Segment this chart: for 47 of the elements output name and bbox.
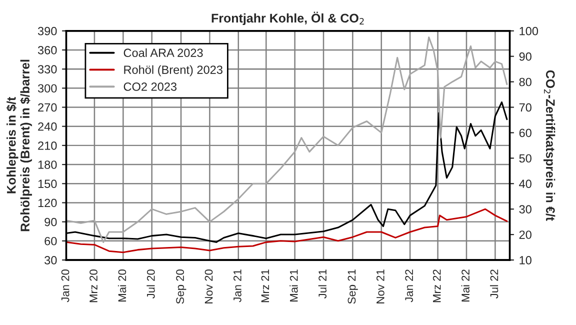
x-tick-label: Sep 21 bbox=[348, 270, 358, 304]
x-tick-label: Nov 20 bbox=[204, 269, 213, 304]
y2-tick-label: 10 bbox=[520, 256, 532, 264]
y-tick-label: 390 bbox=[38, 26, 57, 36]
line-series bbox=[66, 208, 508, 254]
legend-label: Rohöl (Brent) 2023 bbox=[124, 65, 222, 76]
x-tick-label: Jan 22 bbox=[405, 270, 414, 302]
chart-title: Frontjahr Kohle, Öl & CO$_{2}$ bbox=[212, 12, 364, 26]
x-tick-label: Jul 22 bbox=[490, 270, 498, 298]
y-tick-label: 210 bbox=[38, 141, 57, 150]
y-tick-label: 180 bbox=[38, 160, 57, 169]
y2-tick-label: 80 bbox=[519, 78, 532, 86]
y2-tick-label: 70 bbox=[519, 103, 532, 112]
x-tick-label: Jan 21 bbox=[233, 270, 242, 302]
y2-tick-label: 40 bbox=[519, 180, 532, 188]
x-tick-label: Jan 20 bbox=[61, 269, 70, 302]
y2-tick-label: 30 bbox=[519, 205, 532, 214]
legend-label: CO2 2023 bbox=[124, 82, 177, 91]
x-tick-label: Mai 22 bbox=[461, 270, 470, 302]
y-tick-label: 240 bbox=[38, 122, 57, 131]
x-tick-label: Sep 20 bbox=[176, 269, 186, 304]
x-tick-label: Mrz 20 bbox=[90, 269, 98, 302]
line-series bbox=[66, 36, 508, 243]
y-tick-label: 30 bbox=[44, 256, 57, 264]
x-tick-label: Mai 20 bbox=[118, 269, 126, 302]
x-tick-label: Mai 21 bbox=[290, 270, 298, 302]
y-tick-label: 300 bbox=[38, 84, 57, 93]
y-tick-label: 270 bbox=[38, 103, 57, 112]
y-tick-label: 330 bbox=[38, 65, 57, 74]
y-tick-label: 120 bbox=[38, 198, 57, 208]
x-tick-label: Jul 21 bbox=[318, 270, 326, 298]
y2-tick-label: 20 bbox=[519, 230, 532, 239]
y2-tick-label: 90 bbox=[519, 52, 532, 61]
y-tick-label: 60 bbox=[44, 236, 57, 246]
x-tick-label: Mrz 22 bbox=[432, 270, 441, 302]
y2-tick-label: 60 bbox=[519, 128, 532, 138]
y2-tick-label: 100 bbox=[520, 26, 538, 36]
x-tick-label: Mrz 21 bbox=[261, 270, 270, 302]
y-tick-label: 150 bbox=[38, 180, 57, 188]
y2-axis-title: CO$_{2}$-Zertifikatspreis in €/t bbox=[543, 70, 556, 221]
legend-label: Coal ARA 2023 bbox=[124, 48, 203, 58]
y2-tick-label: 50 bbox=[519, 154, 532, 163]
y-tick-label: 90 bbox=[44, 218, 57, 226]
x-tick-label: Jul 20 bbox=[146, 269, 155, 298]
y-axis-title: Kohlepreis in $/t Rohölpreis (Brent) in $/barrel bbox=[6, 60, 32, 232]
y-tick-label: 360 bbox=[38, 46, 57, 54]
x-tick-label: Nov 21 bbox=[376, 270, 384, 304]
